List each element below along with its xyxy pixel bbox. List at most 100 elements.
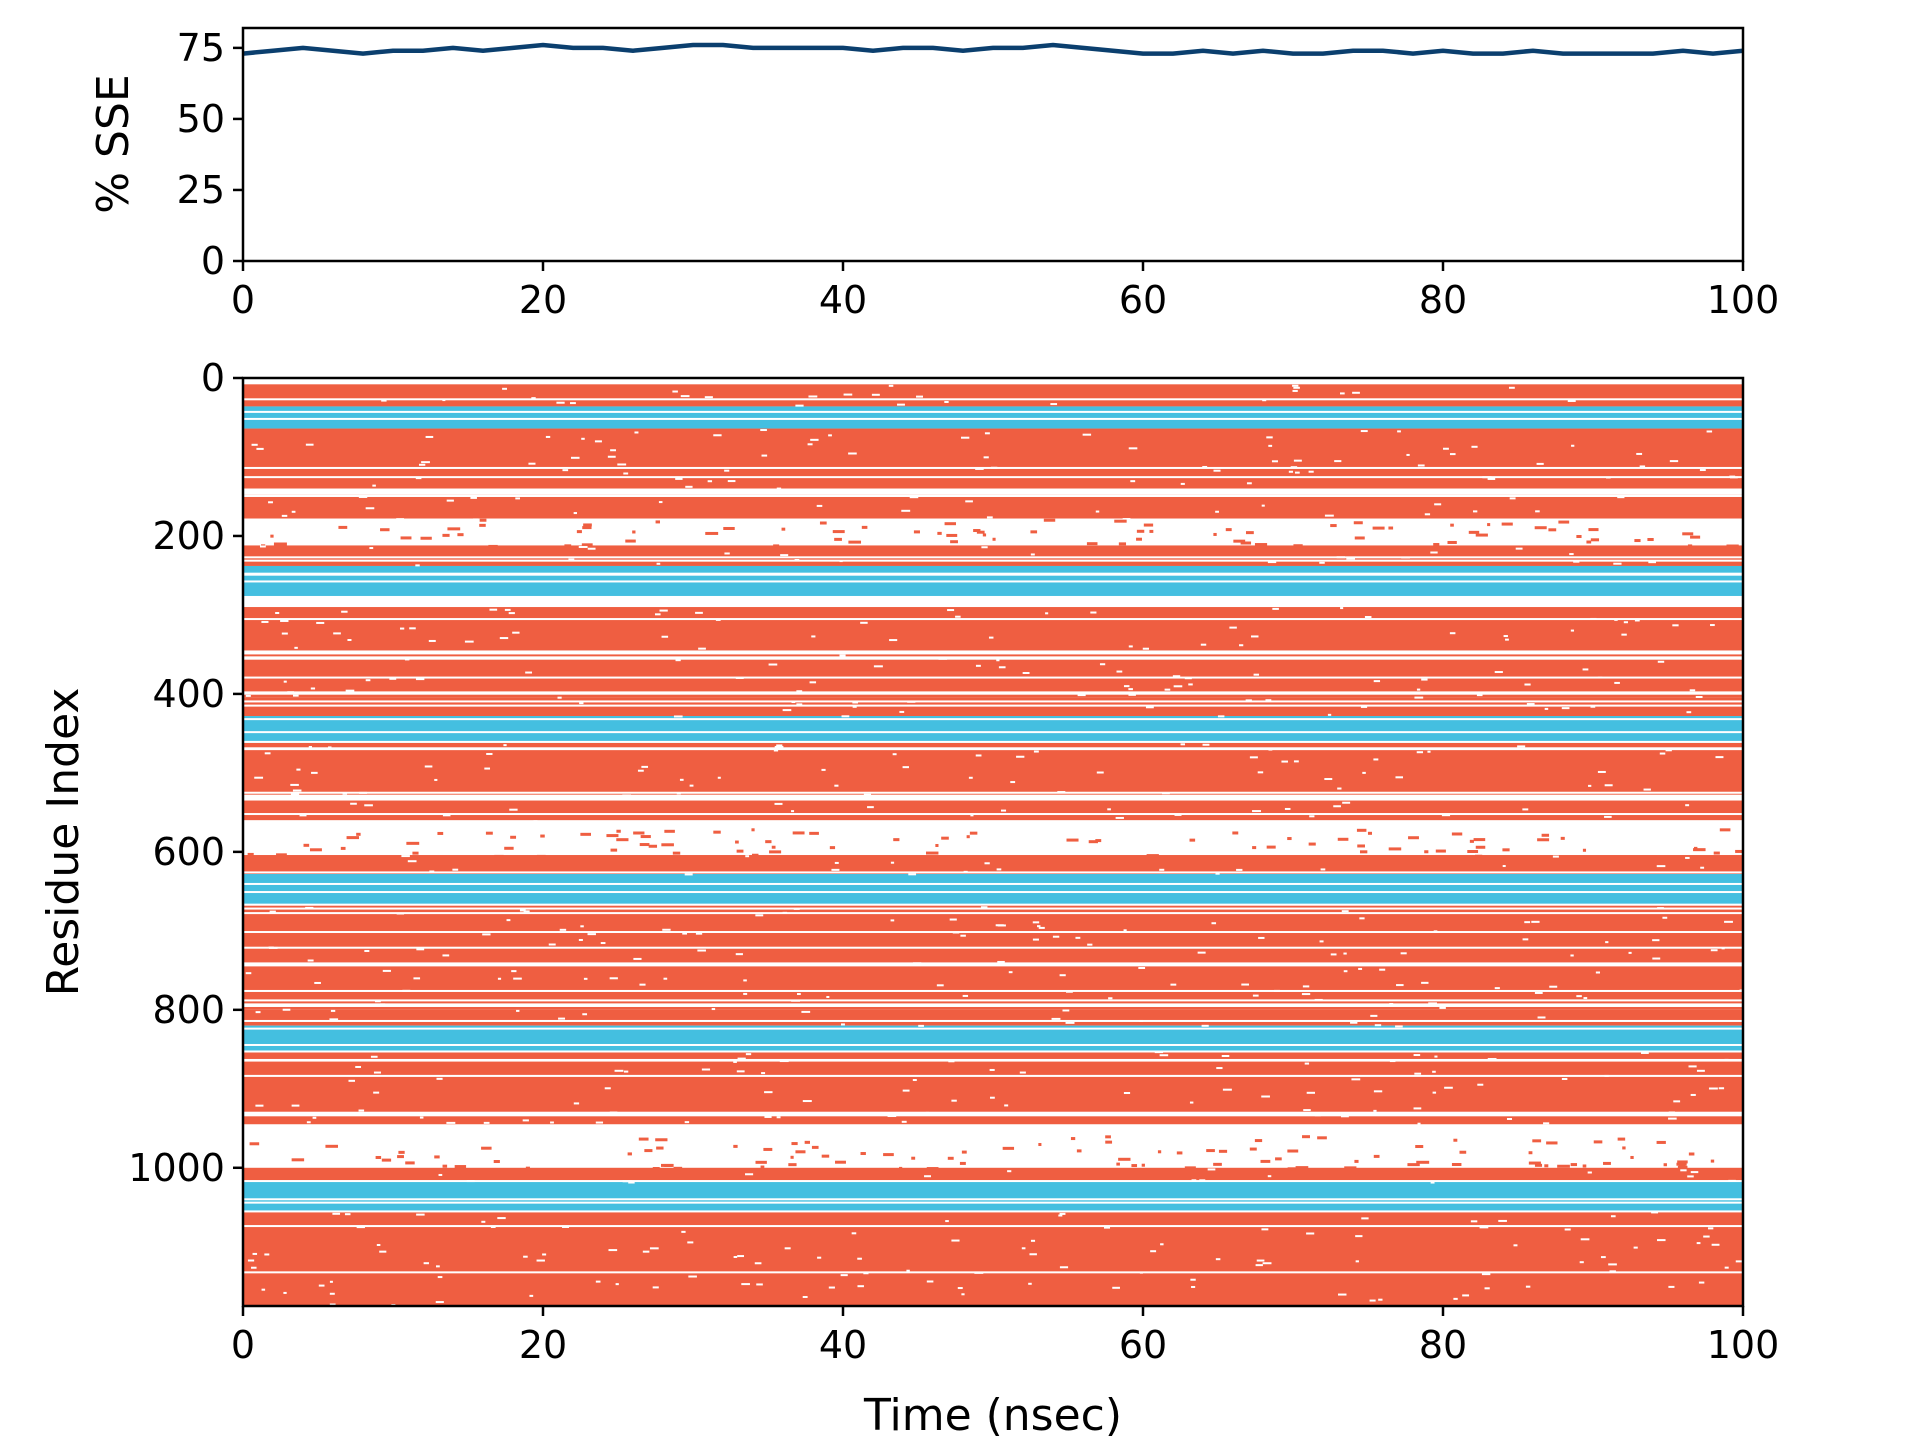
heatmap-speckle (328, 746, 332, 749)
heatmap-speckle (1324, 778, 1333, 781)
heatmap-speckle (1258, 936, 1265, 939)
heatmap-speckle (1389, 1060, 1396, 1063)
heatmap-speckle (268, 501, 273, 504)
heatmap-speckle (1475, 854, 1483, 858)
heatmap-speckle (1537, 838, 1550, 842)
heatmap-speckle (1451, 1162, 1462, 1166)
heatmap-speckle (811, 635, 816, 638)
heatmap-speckle (835, 1160, 846, 1164)
heatmap-speckle (1314, 1114, 1321, 1117)
heatmap-speckle (1459, 1150, 1467, 1154)
heatmap-speckle (1494, 671, 1503, 674)
heatmap-speckle (1373, 1090, 1383, 1093)
heatmap-speckle (604, 1087, 611, 1090)
heatmap-speckle (446, 1121, 456, 1124)
heatmap-speckle (595, 1280, 601, 1283)
heatmap-speckle (1002, 1146, 1015, 1150)
heatmap-gap-line (243, 692, 1743, 695)
heatmap-speckle (1059, 1266, 1069, 1269)
heatmap-speckle (1272, 607, 1279, 610)
heatmap-speckle (1582, 1164, 1587, 1168)
heatmap-speckle (1096, 771, 1104, 774)
heatmap-speckle (1606, 476, 1611, 479)
heatmap-gap-line (243, 747, 1743, 750)
heatmap-speckle (1337, 837, 1349, 841)
heatmap-speckle (375, 1000, 381, 1003)
heatmap-speckle (1417, 464, 1425, 467)
heatmap-speckle (684, 1121, 690, 1124)
heatmap-speckle (834, 784, 839, 787)
heatmap-speckle (1302, 985, 1310, 988)
heatmap-speckle (497, 977, 502, 980)
heatmap-speckle (890, 919, 895, 922)
heatmap-speckle (632, 530, 636, 534)
heatmap-speckle (550, 1121, 554, 1124)
heatmap-speckle (1688, 1152, 1695, 1156)
heatmap-speckle (1239, 644, 1244, 647)
heatmap-speckle (325, 1144, 339, 1148)
heatmap-speckle (1197, 951, 1206, 954)
heatmap-speckle (1449, 632, 1456, 635)
heatmap-speckle (1173, 685, 1183, 688)
heatmap-speckle (969, 831, 978, 835)
heatmap-speckle (1561, 707, 1570, 710)
heatmap-speckle (1656, 1140, 1666, 1144)
heatmap-speckle (1221, 1054, 1230, 1057)
heatmap-speckle (1534, 526, 1547, 530)
heatmap-speckle (1234, 657, 1242, 660)
heatmap-speckle (1517, 745, 1526, 748)
heatmap-speckle (616, 838, 629, 842)
heatmap-speckle (1293, 760, 1299, 763)
heatmap-speckle (1432, 1070, 1436, 1073)
heatmap-band-helix (243, 654, 1743, 698)
heatmap-gap-line (243, 731, 1743, 734)
heatmap-speckle (1656, 865, 1666, 868)
heatmap-speckle (809, 831, 819, 835)
heatmap-speckle (1308, 842, 1316, 846)
heatmap-speckle (1030, 553, 1035, 556)
heatmap-speckle (1682, 532, 1694, 536)
heatmap-speckle (1287, 837, 1292, 841)
heatmap-speckle (852, 705, 857, 708)
heatmap-speckle (797, 993, 801, 996)
heatmap-speckle (1729, 476, 1738, 479)
heatmap-speckle (1570, 1163, 1578, 1167)
heatmap-speckle (944, 400, 949, 403)
heatmap-speckle (649, 796, 659, 799)
heatmap-speckle (1215, 510, 1219, 513)
heatmap-speckle (652, 1166, 660, 1170)
heatmap-speckle (1515, 547, 1523, 550)
heatmap-speckle (944, 522, 956, 526)
heatmap-speckle (988, 636, 994, 639)
heatmap-band-none (243, 1134, 1743, 1168)
heatmap-speckle (946, 533, 958, 537)
heatmap-speckle (1090, 611, 1097, 614)
heatmap-speckle (1271, 460, 1278, 463)
heatmap-speckle (1045, 612, 1049, 615)
heatmap-speckle (965, 500, 973, 503)
heatmap-speckle (1245, 699, 1252, 702)
heatmap-speckle (434, 1155, 440, 1159)
heatmap-speckle (1687, 544, 1693, 548)
heatmap-speckle (1564, 1228, 1571, 1231)
heatmap-speckle (1029, 1253, 1037, 1256)
heatmap-speckle (529, 1294, 534, 1297)
heatmap-speckle (911, 1156, 916, 1160)
heatmap-speckle (1689, 689, 1696, 692)
heatmap-speckle (1441, 814, 1451, 817)
heatmap-speckle (1548, 528, 1557, 532)
heatmap-speckle (582, 1013, 588, 1016)
heatmap-speckle (372, 484, 376, 487)
heatmap-speckle (1340, 1115, 1349, 1118)
heatmap-speckle (249, 1142, 260, 1146)
heatmap-speckle (1453, 1138, 1458, 1142)
heatmap-speckle (1274, 989, 1281, 992)
heatmap-speckle (1576, 535, 1582, 539)
heatmap-speckle (1434, 503, 1442, 506)
sse-x-axis: 0 20 40 60 80 100 (231, 261, 1779, 322)
heatmap-speckle (781, 527, 786, 531)
heatmap-speckle (1560, 836, 1565, 840)
heatmap-x-axis: 0 20 40 60 80 100 (231, 1306, 1779, 1367)
heatmap-speckle (358, 495, 368, 498)
heatmap-speckle (489, 608, 498, 611)
